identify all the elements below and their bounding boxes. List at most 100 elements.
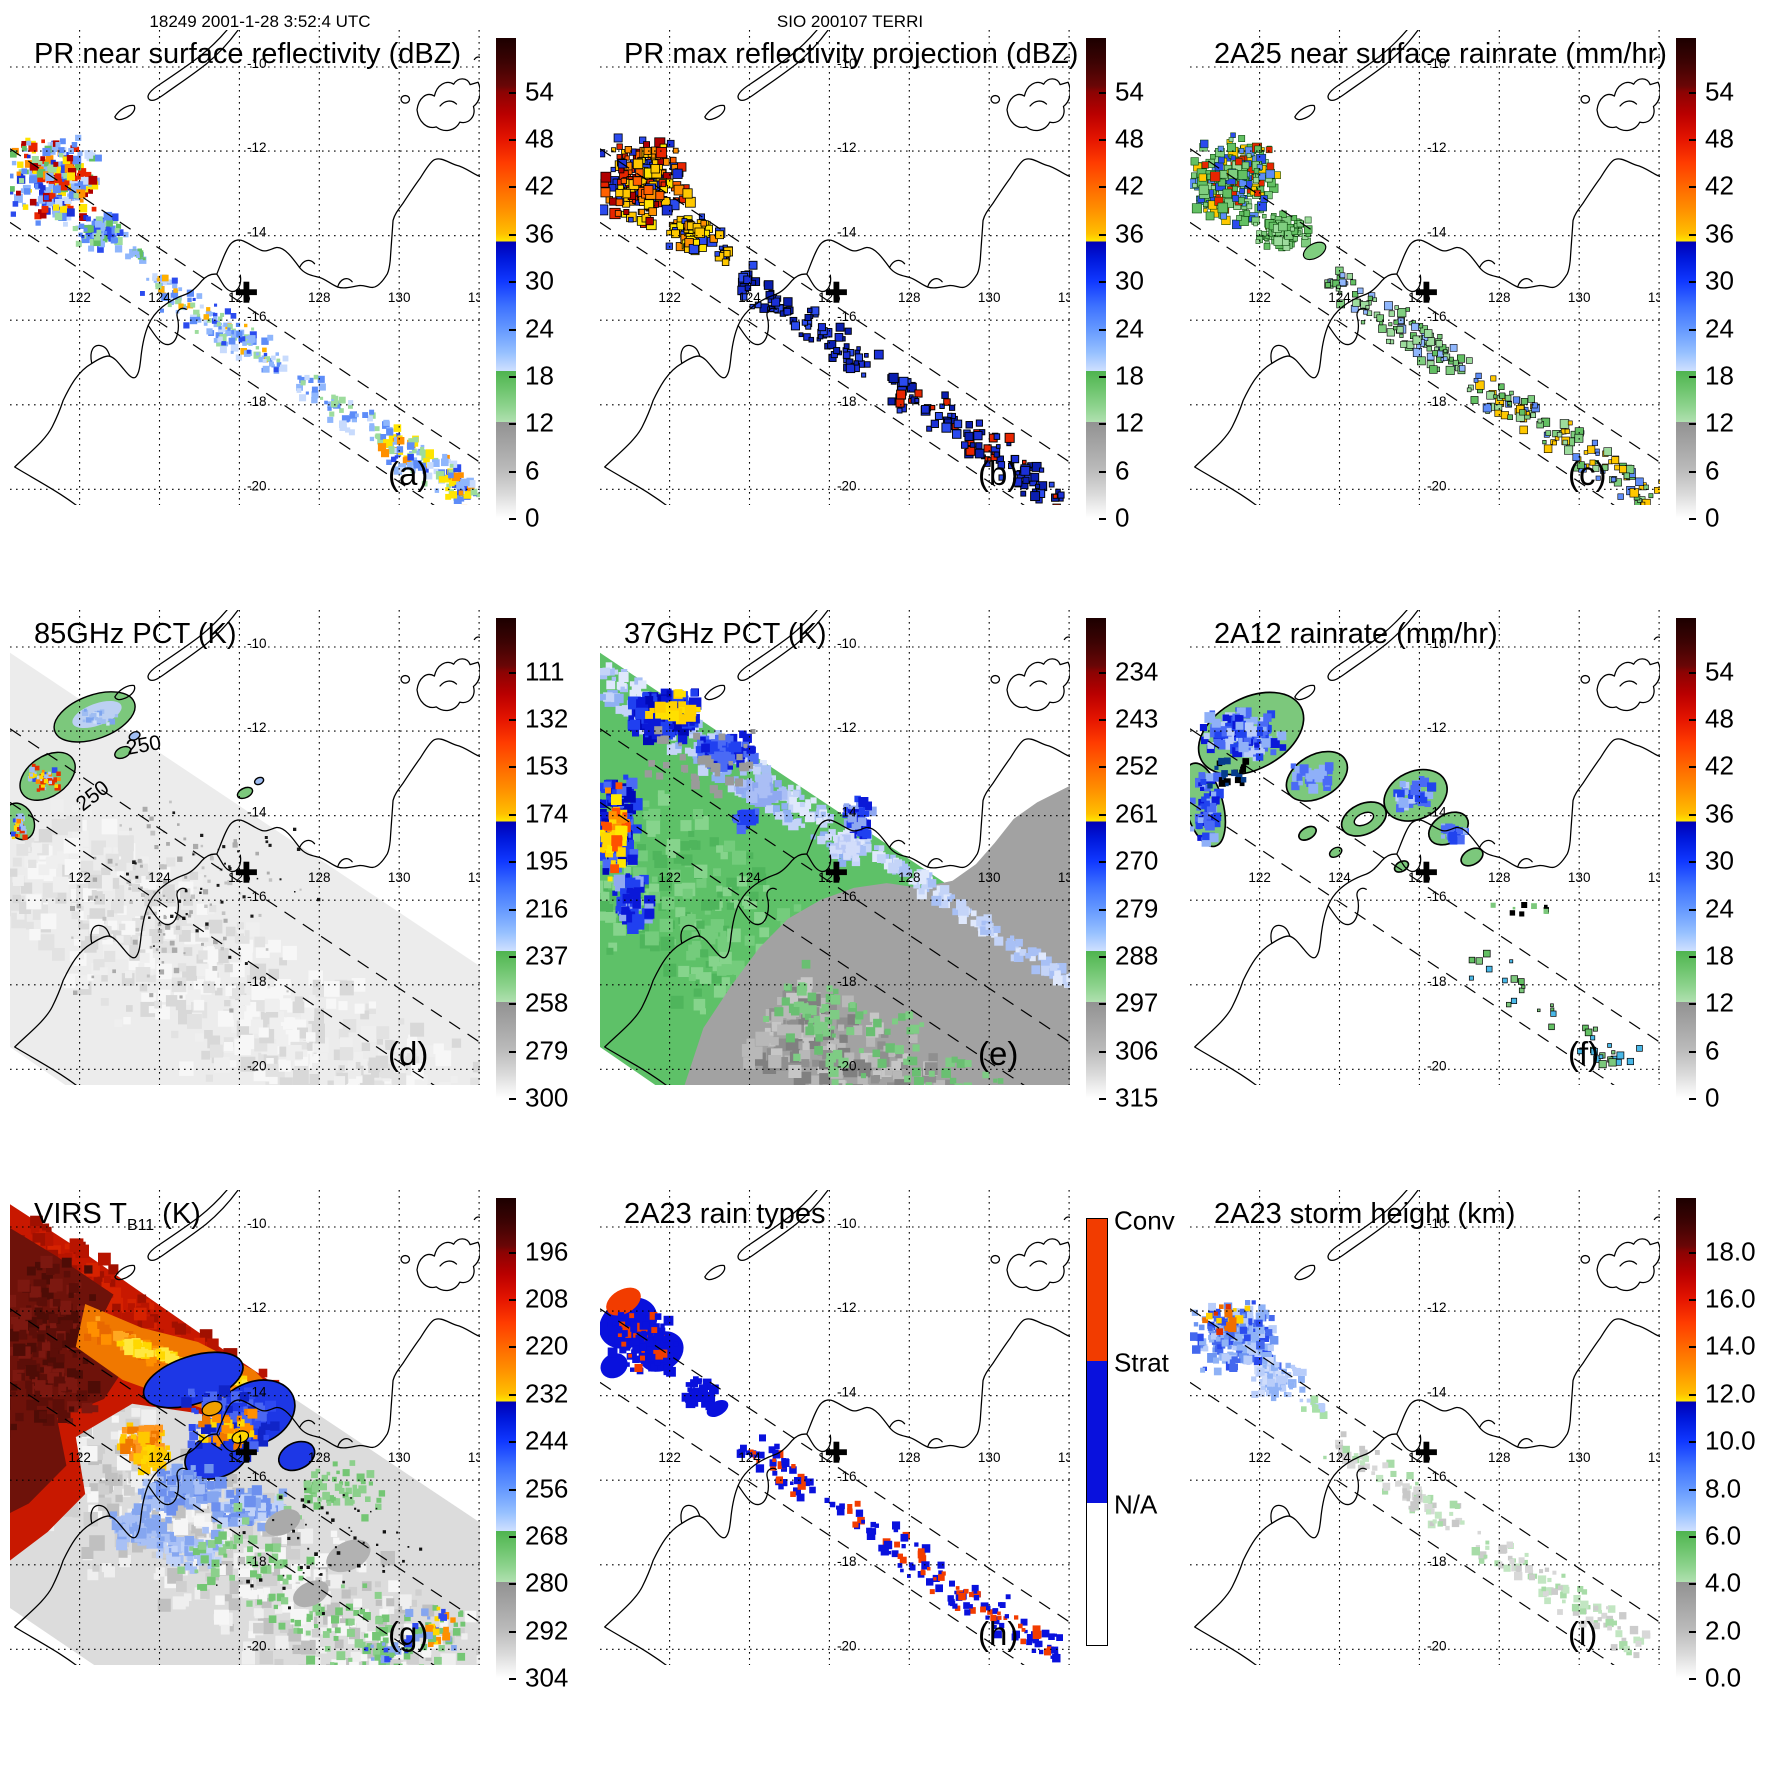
grid-labels: 122124126128130132-10-12-14-16-18-20 bbox=[68, 1216, 480, 1653]
panel-title-b: PR max reflectivity projection (dBZ) bbox=[624, 38, 1079, 70]
colorbar-tick bbox=[509, 1003, 516, 1005]
colorbar-label: 208 bbox=[525, 1283, 569, 1314]
panel-letter: (d) bbox=[388, 1035, 428, 1072]
panel-c: 122124126128130132-10-12-14-16-18-20(c) 2… bbox=[1190, 30, 1771, 610]
colorbar-label: 24 bbox=[1705, 893, 1734, 924]
data-speckles bbox=[404, 1605, 466, 1651]
colorbar-label: 42 bbox=[1705, 170, 1734, 201]
colorbar-segment bbox=[1087, 1503, 1107, 1645]
svg-text:-16: -16 bbox=[1427, 309, 1447, 324]
colorbar-label: 18 bbox=[1705, 940, 1734, 971]
svg-text:-20: -20 bbox=[1427, 478, 1447, 493]
colorbar-label: 12 bbox=[1705, 407, 1734, 438]
coastline bbox=[1194, 610, 1660, 1085]
colorbar-tick bbox=[1689, 1394, 1696, 1396]
svg-text:128: 128 bbox=[308, 870, 331, 885]
colorbar-label: 237 bbox=[525, 940, 569, 971]
data-blob bbox=[128, 731, 141, 741]
swath-edge-dashed-line bbox=[1190, 148, 1660, 463]
svg-text:-16: -16 bbox=[837, 309, 857, 324]
data-speckles bbox=[1202, 1304, 1251, 1335]
data-speckles bbox=[1190, 132, 1281, 230]
colorbar-tick bbox=[1689, 672, 1696, 674]
colorbar-tick bbox=[509, 1051, 516, 1053]
colorbar-d: 111 132 153 174 195 216 237 258 279 300 bbox=[496, 618, 568, 1113]
data-speckles bbox=[644, 726, 756, 799]
colorbar-tick bbox=[1099, 672, 1106, 674]
data-speckles bbox=[10, 134, 102, 227]
colorbar-label: 195 bbox=[525, 845, 569, 876]
svg-text:128: 128 bbox=[1488, 290, 1511, 305]
svg-text:-18: -18 bbox=[247, 974, 267, 989]
colorbar-label: 300 bbox=[525, 1082, 569, 1113]
swath-edge-dashed-line bbox=[1190, 1308, 1660, 1623]
svg-text:124: 124 bbox=[148, 290, 171, 305]
grid-labels: 122124126128130132-10-12-14-16-18-20 bbox=[1248, 1216, 1660, 1653]
panel-title-i: 2A23 storm height (km) bbox=[1214, 1198, 1516, 1230]
swath-edge-dashed-line bbox=[600, 148, 1070, 463]
swath-edge-dashed-line bbox=[1190, 801, 1615, 1085]
colorbar-tick bbox=[1689, 423, 1696, 425]
radar-site-cross-icon bbox=[825, 861, 847, 883]
svg-text:124: 124 bbox=[148, 870, 171, 885]
data-speckles bbox=[216, 1487, 423, 1615]
colorbar-tick bbox=[1689, 719, 1696, 721]
colorbar-tick bbox=[1689, 814, 1696, 816]
data-speckles bbox=[364, 1639, 412, 1664]
data-speckles bbox=[665, 213, 726, 256]
svg-text:124: 124 bbox=[1328, 290, 1351, 305]
colorbar-label: 315 bbox=[1115, 1082, 1159, 1113]
colorbar-label: 153 bbox=[525, 750, 569, 781]
colorbar-tick bbox=[1689, 329, 1696, 331]
graticule bbox=[10, 30, 480, 505]
colorbar-segment bbox=[1087, 1361, 1107, 1503]
colorbar-tick bbox=[1099, 909, 1106, 911]
colorbar-tick bbox=[1099, 766, 1106, 768]
data-blob bbox=[277, 1440, 316, 1472]
data-speckles bbox=[1471, 1530, 1651, 1659]
svg-text:-12: -12 bbox=[247, 720, 267, 735]
grid-labels: 122124126128130132-10-12-14-16-18-20 bbox=[1248, 56, 1660, 493]
colorbar-label: 18 bbox=[1115, 360, 1144, 391]
colorbar-label: 6.0 bbox=[1705, 1520, 1742, 1551]
coastline bbox=[14, 30, 480, 505]
colorbar-tick bbox=[509, 956, 516, 958]
colorbar-label: 48 bbox=[1705, 123, 1734, 154]
data-speckles bbox=[1299, 1395, 1328, 1419]
graticule bbox=[10, 610, 480, 1085]
svg-text:-18: -18 bbox=[837, 394, 857, 409]
colorbar-tick bbox=[1689, 139, 1696, 141]
colorbar-c: 54 48 42 36 30 24 18 12 6 0 bbox=[1676, 38, 1734, 533]
svg-text:122: 122 bbox=[68, 290, 91, 305]
data-speckles bbox=[600, 662, 1070, 988]
swath-edge-dashed-line bbox=[10, 1381, 435, 1665]
colorbar-tick bbox=[1099, 518, 1106, 520]
colorbar-tick bbox=[1689, 281, 1696, 283]
colorbar-label: 30 bbox=[1115, 265, 1144, 296]
data-speckles bbox=[137, 1444, 171, 1476]
panel-letter: (e) bbox=[978, 1035, 1018, 1072]
panel-letter: (c) bbox=[1568, 455, 1606, 492]
colorbar-tick bbox=[1689, 1631, 1696, 1633]
colorbar-i: 18.0 16.0 14.0 12.0 10.0 8.0 6.0 4.0 2.0 0.0 bbox=[1676, 1198, 1756, 1693]
data-blob bbox=[1460, 847, 1484, 867]
colorbar-tick bbox=[1099, 814, 1106, 816]
colorbar-label: 268 bbox=[525, 1520, 569, 1551]
data-blob bbox=[1328, 846, 1343, 858]
panel-f: 122124126128130132-10-12-14-16-18-20(f)2… bbox=[1190, 610, 1771, 1190]
colorbar-tick bbox=[1689, 1252, 1696, 1254]
colorbar-tick bbox=[509, 186, 516, 188]
data-speckles bbox=[1468, 949, 1643, 1066]
colorbar-label: 24 bbox=[1705, 313, 1734, 344]
swath-edge-dashed-line bbox=[1190, 728, 1660, 1043]
colorbar-label: 243 bbox=[1115, 703, 1159, 734]
colorbar-tick bbox=[509, 1441, 516, 1443]
colorbar-tick bbox=[1689, 1051, 1696, 1053]
colorbar-label: 12.0 bbox=[1705, 1378, 1756, 1409]
svg-text:130: 130 bbox=[388, 290, 411, 305]
radar-site-cross-icon bbox=[1415, 861, 1437, 883]
data-blob bbox=[142, 1351, 244, 1409]
colorbar-tick bbox=[509, 1678, 516, 1680]
data-blob bbox=[201, 1400, 223, 1417]
data-speckles bbox=[125, 246, 147, 264]
